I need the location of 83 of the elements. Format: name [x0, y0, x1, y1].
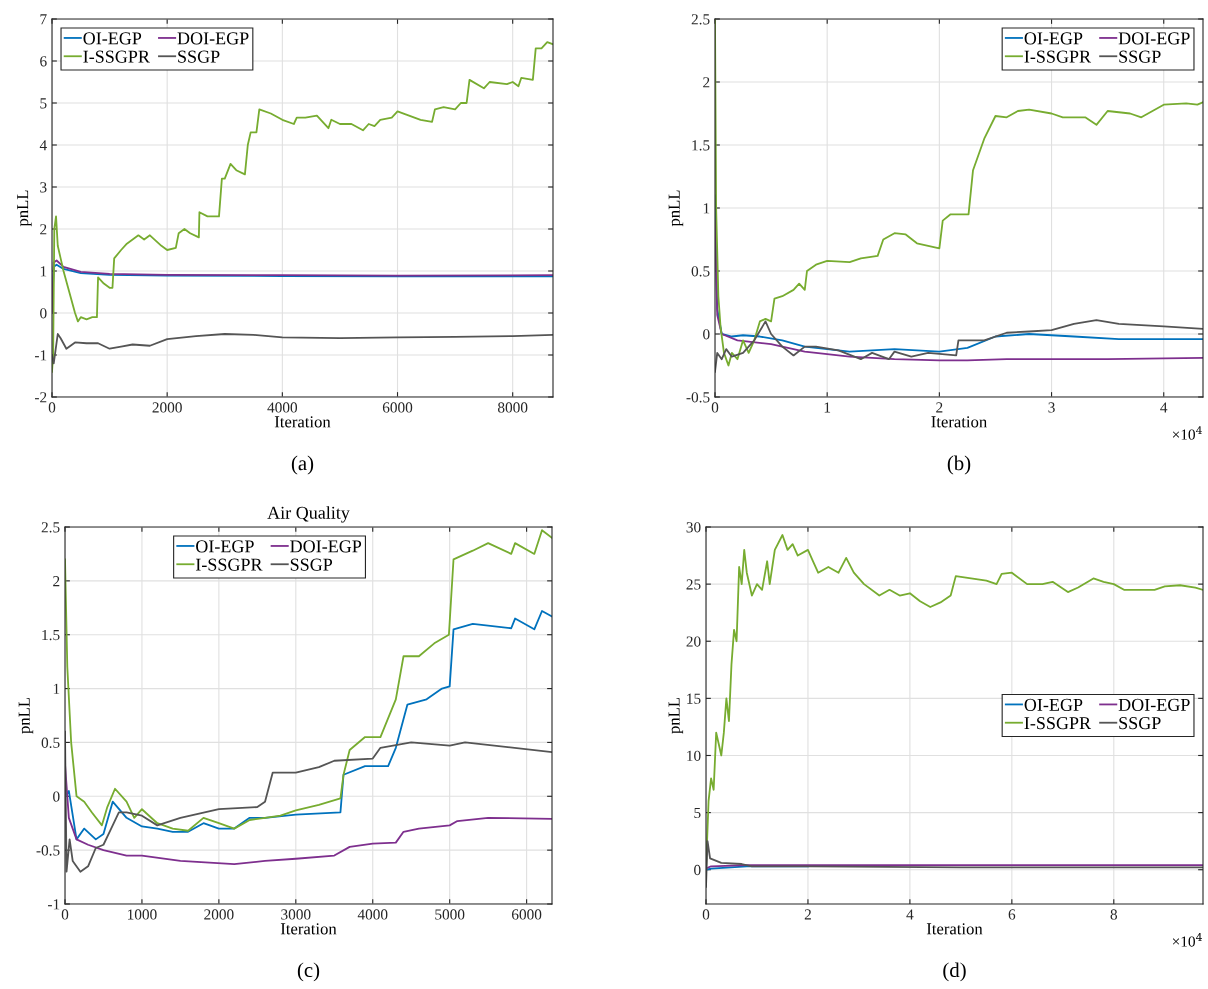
legend-label: OI-EGP	[1024, 698, 1083, 711]
y-tick-label: -2	[34, 392, 47, 403]
x-tick-label: 6	[1008, 909, 1016, 920]
x-tick-label: 5000	[435, 909, 465, 920]
y-tick-label: 1.5	[692, 140, 710, 151]
y-tick-label: 2	[53, 576, 60, 587]
y-tick-label: 2.5	[41, 522, 60, 533]
y-axis-title: pnLL	[668, 697, 684, 734]
x-tick-label: 1000	[128, 909, 157, 920]
legend-label: I-SSGPR	[83, 50, 150, 63]
y-tick-label: -0.5	[36, 845, 60, 856]
x-tick-label: 0	[61, 909, 69, 920]
legend-label: SSGP	[1119, 50, 1161, 63]
y-tick-label: 2	[40, 224, 47, 235]
x-tick-label: 8000	[497, 402, 528, 413]
y-tick-label: 0	[694, 864, 701, 876]
y-tick-label: -1	[34, 350, 47, 361]
y-tick-label: -1	[47, 899, 60, 910]
y-tick-label: -0.5	[686, 392, 710, 403]
y-tick-label: 5	[40, 98, 47, 109]
y-tick-label: 20	[686, 636, 701, 647]
legend-label: SSGP	[290, 558, 333, 571]
x-axis-title: Iteration	[931, 416, 987, 428]
y-tick-label: 0	[40, 308, 47, 319]
legend-label: OI-EGP	[196, 540, 254, 553]
x-axis-title: Iteration	[926, 923, 983, 935]
y-tick-label: 1.5	[42, 629, 60, 641]
x-tick-label: 2	[804, 909, 811, 920]
y-tick-label: 0.5	[41, 737, 60, 748]
y-tick-label: 7	[40, 14, 47, 25]
text: (b)	[947, 455, 971, 475]
legend-label: DOI-EGP	[1118, 698, 1190, 711]
text: (a)	[291, 455, 314, 475]
y-tick-label: 4	[39, 140, 47, 151]
legend-label: I-SSGPR	[1024, 717, 1092, 730]
legend-label: DOI-EGP	[1118, 32, 1190, 45]
chart-title: Air Quality	[267, 506, 350, 523]
y-axis-title: pnLL	[17, 190, 32, 227]
y-tick-label: 0.5	[691, 266, 710, 277]
y-tick-label: 5	[694, 807, 701, 819]
x-tick-label: 3000	[281, 909, 311, 920]
text: ×10$^{4}$	[1172, 933, 1202, 947]
y-tick-label: 2	[703, 77, 710, 88]
y-axis-title: pnLL	[18, 697, 34, 734]
y-tick-label: 3	[40, 182, 47, 193]
text: ×10$^{4}$	[1172, 426, 1202, 440]
x-tick-label: 2000	[152, 402, 182, 413]
x-axis-title: Iteration	[280, 923, 337, 935]
x-tick-label: 4	[906, 909, 914, 920]
legend-label: DOI-EGP	[177, 32, 249, 45]
x-tick-label: 6000	[382, 402, 413, 413]
text: (d)	[943, 962, 966, 982]
x-tick-label: 1	[824, 402, 831, 413]
y-axis-title: pnLL	[668, 190, 684, 227]
y-tick-label: 10	[687, 750, 701, 761]
y-tick-label: 0	[53, 791, 60, 802]
y-tick-label: 1	[703, 203, 710, 214]
y-tick-label: 1	[40, 266, 47, 277]
x-tick-label: 8	[1110, 909, 1118, 920]
legend-label: OI-EGP	[1024, 32, 1083, 45]
y-tick-label: 1	[53, 683, 60, 694]
x-tick-label: 3	[1048, 402, 1055, 413]
x-tick-label: 6000	[511, 909, 542, 920]
x-tick-label: 4000	[357, 909, 388, 920]
legend-label: SSGP	[1119, 717, 1161, 730]
y-tick-label: 2.5	[691, 14, 710, 25]
text: (c)	[297, 962, 320, 982]
x-tick-label: 2000	[204, 909, 234, 920]
y-tick-label: 15	[687, 693, 701, 704]
x-tick-label: 2	[936, 402, 943, 413]
legend-label: I-SSGPR	[1024, 50, 1092, 63]
legend-label: DOI-EGP	[290, 540, 362, 553]
y-tick-label: 30	[686, 522, 701, 533]
x-tick-label: 4000	[267, 402, 298, 413]
x-tick-label: 4	[1160, 402, 1168, 413]
legend-label: I-SSGPR	[195, 558, 263, 571]
y-tick-label: 0	[703, 329, 710, 340]
y-tick-label: 25	[686, 579, 701, 590]
legend-label: SSGP	[178, 50, 220, 63]
legend-label: OI-EGP	[83, 32, 142, 45]
x-tick-label: 0	[711, 402, 719, 413]
y-tick-label: 6	[40, 56, 47, 67]
x-axis-title: Iteration	[274, 416, 331, 428]
